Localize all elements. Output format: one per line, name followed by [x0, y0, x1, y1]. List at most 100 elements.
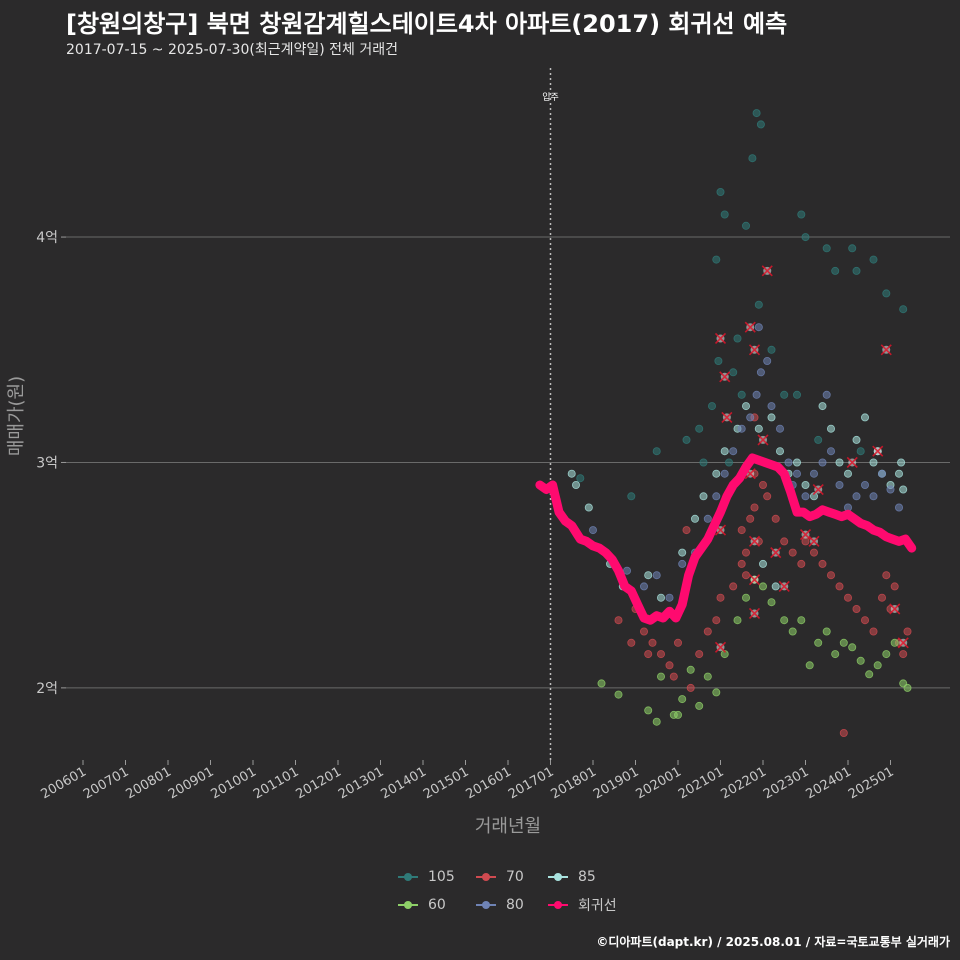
legend-item-60[interactable]: 60	[396, 894, 446, 916]
data-point	[752, 109, 761, 118]
legend-key-icon	[546, 894, 570, 916]
data-point	[759, 480, 768, 489]
legend-key-icon	[474, 894, 498, 916]
outlier-cross	[778, 580, 790, 593]
data-point	[737, 526, 746, 535]
legend-label: 80	[506, 897, 524, 913]
data-point	[848, 643, 857, 652]
data-point	[614, 690, 623, 699]
data-point	[729, 368, 738, 377]
data-point	[878, 469, 887, 478]
outlier-cross	[808, 535, 820, 547]
data-point	[763, 356, 772, 365]
x-tick-label: 201001	[209, 764, 259, 802]
data-point	[767, 598, 776, 607]
data-point	[878, 593, 887, 602]
data-point	[861, 413, 870, 422]
outlier-marker	[714, 332, 727, 345]
data-point	[657, 672, 666, 681]
legend-label: 105	[428, 869, 455, 885]
data-point	[861, 480, 870, 489]
outlier-cross	[872, 445, 884, 457]
data-point	[733, 616, 742, 625]
data-point	[729, 582, 738, 591]
data-point	[814, 638, 823, 647]
legend-item-80[interactable]: 80	[474, 894, 524, 916]
outlier-marker	[846, 456, 858, 469]
data-point	[759, 582, 768, 591]
legend-key-icon	[546, 866, 570, 888]
data-point	[712, 492, 721, 501]
data-point	[801, 480, 810, 489]
y-axis-label: 매매가(원)	[6, 376, 27, 456]
data-point	[737, 390, 746, 399]
data-point	[844, 469, 853, 478]
data-point	[827, 424, 836, 433]
data-point	[756, 120, 765, 129]
data-point	[627, 638, 636, 647]
outlier-cross	[714, 641, 727, 653]
data-point	[733, 334, 742, 343]
data-point	[695, 424, 704, 433]
data-point	[801, 233, 810, 242]
move-in-label: 입주	[542, 91, 559, 103]
regression-line-layer	[535, 453, 917, 625]
data-point	[720, 447, 729, 456]
data-point	[584, 503, 593, 512]
outlier-marker	[770, 547, 782, 559]
data-point	[678, 559, 687, 568]
x-tick-label: 201801	[549, 764, 599, 802]
data-point	[793, 469, 802, 478]
data-point	[657, 650, 666, 659]
data-point	[754, 323, 763, 332]
source-caption: ©디아파트(dapt.kr) / 2025.08.01 / 자료=국토교통부 실…	[596, 935, 950, 949]
data-point	[776, 424, 785, 433]
data-point	[899, 485, 908, 494]
data-point	[712, 255, 721, 264]
outlier-marker	[748, 344, 761, 356]
data-point	[810, 548, 819, 557]
data-point	[890, 638, 899, 647]
data-point	[852, 435, 861, 444]
x-tick-label: 202201	[719, 764, 769, 802]
data-point	[720, 210, 729, 219]
data-point	[714, 356, 723, 365]
data-point	[725, 458, 734, 467]
outlier-cross	[719, 371, 731, 383]
legend-item-regression[interactable]: 회귀선	[546, 894, 617, 916]
data-point	[746, 413, 755, 422]
legend-item-85[interactable]: 85	[546, 866, 596, 888]
grid-lines	[66, 236, 950, 689]
scatter-points	[567, 109, 912, 738]
data-point	[652, 717, 661, 726]
data-point	[818, 458, 827, 467]
data-point	[844, 593, 853, 602]
data-point	[848, 244, 857, 253]
outlier-cross	[889, 603, 901, 615]
data-point	[784, 458, 793, 467]
data-point	[852, 605, 861, 614]
outlier-cross	[757, 434, 769, 446]
data-point	[890, 582, 899, 591]
data-point	[771, 514, 780, 523]
legend-label: 85	[578, 869, 596, 885]
data-point	[686, 683, 695, 692]
outlier-marker	[778, 580, 790, 593]
legend-item-70[interactable]: 70	[474, 866, 524, 888]
move-in-annotation: 입주	[542, 68, 559, 760]
data-point	[657, 593, 666, 602]
y-tick-label: 2억	[36, 681, 58, 697]
legend-item-105[interactable]: 105	[396, 866, 455, 888]
data-point	[756, 368, 765, 377]
outlier-cross	[748, 344, 761, 356]
data-point	[716, 593, 725, 602]
outlier-markers	[714, 265, 909, 653]
y-tick-label: 3억	[36, 455, 58, 471]
x-tick-label: 201301	[336, 764, 386, 802]
data-point	[852, 492, 861, 501]
x-axis-label: 거래년월	[475, 816, 541, 837]
data-point	[729, 447, 738, 456]
x-tick-label: 201501	[421, 764, 471, 802]
data-point	[835, 458, 844, 467]
data-point	[852, 266, 861, 275]
